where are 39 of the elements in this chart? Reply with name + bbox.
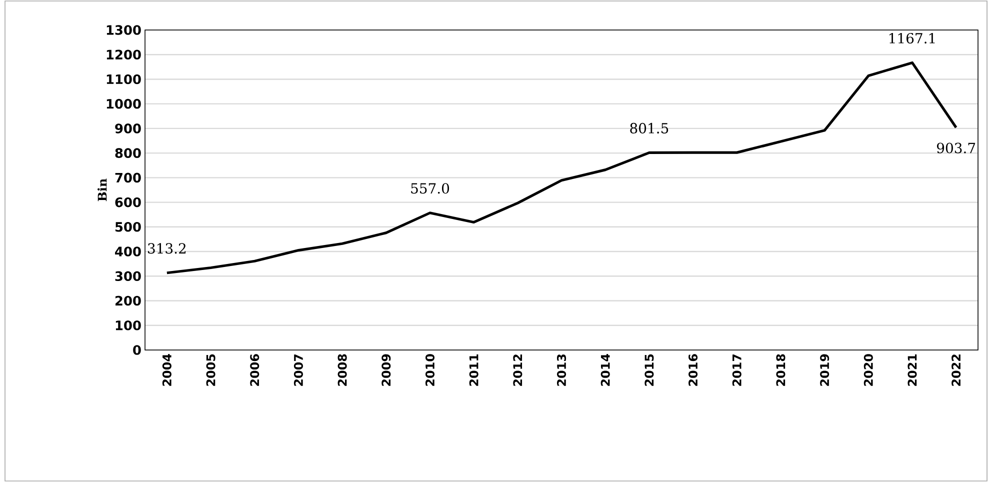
x-tick-label: 2013 xyxy=(556,354,566,386)
y-tick-label: 600 xyxy=(115,197,141,208)
y-tick-label: 100 xyxy=(116,320,141,330)
x-tick-label: 2005 xyxy=(206,354,216,386)
x-tick-label: 2018 xyxy=(776,354,786,386)
x-tick-label: 2017 xyxy=(732,354,742,386)
y-tick-label: 1000 xyxy=(106,98,141,109)
y-tick-label: 300 xyxy=(115,271,141,282)
x-tick-label: 2020 xyxy=(864,354,873,386)
y-tick-label: 1300 xyxy=(106,25,141,35)
y-tick-label: 200 xyxy=(115,296,141,306)
x-tick-label: 2015 xyxy=(644,354,654,386)
y-axis-title: Bin xyxy=(98,178,107,202)
x-tick-label: 2022 xyxy=(952,354,961,386)
x-tick-label: 2021 xyxy=(908,354,917,386)
x-tick-label: 2010 xyxy=(425,354,435,386)
x-tick-label: 2016 xyxy=(688,354,698,386)
x-tick-label: 2012 xyxy=(513,354,522,386)
data-label: 557.0 xyxy=(411,183,450,194)
data-label: 313.2 xyxy=(148,243,186,254)
x-tick-label: 2011 xyxy=(469,354,478,386)
x-tick-label: 2009 xyxy=(382,354,391,386)
y-tick-label: 800 xyxy=(115,148,141,158)
x-tick-label: 2004 xyxy=(162,354,172,386)
y-tick-label: 500 xyxy=(115,222,141,232)
y-tick-label: 700 xyxy=(115,172,141,183)
data-label: 801.5 xyxy=(630,122,668,134)
y-tick-label: 1100 xyxy=(106,74,141,84)
data-label: 903.7 xyxy=(937,142,976,154)
x-tick-label: 2006 xyxy=(250,354,260,386)
y-tick-label: 1200 xyxy=(106,50,141,60)
x-tick-label: 2008 xyxy=(338,354,347,386)
y-tick-label: 0 xyxy=(133,345,141,355)
x-tick-label: 2014 xyxy=(600,354,610,386)
y-tick-label: 400 xyxy=(115,246,141,256)
data-label: 1167.1 xyxy=(890,32,935,44)
x-tick-label: 2007 xyxy=(294,354,303,386)
x-tick-label: 2019 xyxy=(820,354,830,386)
y-tick-label: 900 xyxy=(115,124,141,134)
